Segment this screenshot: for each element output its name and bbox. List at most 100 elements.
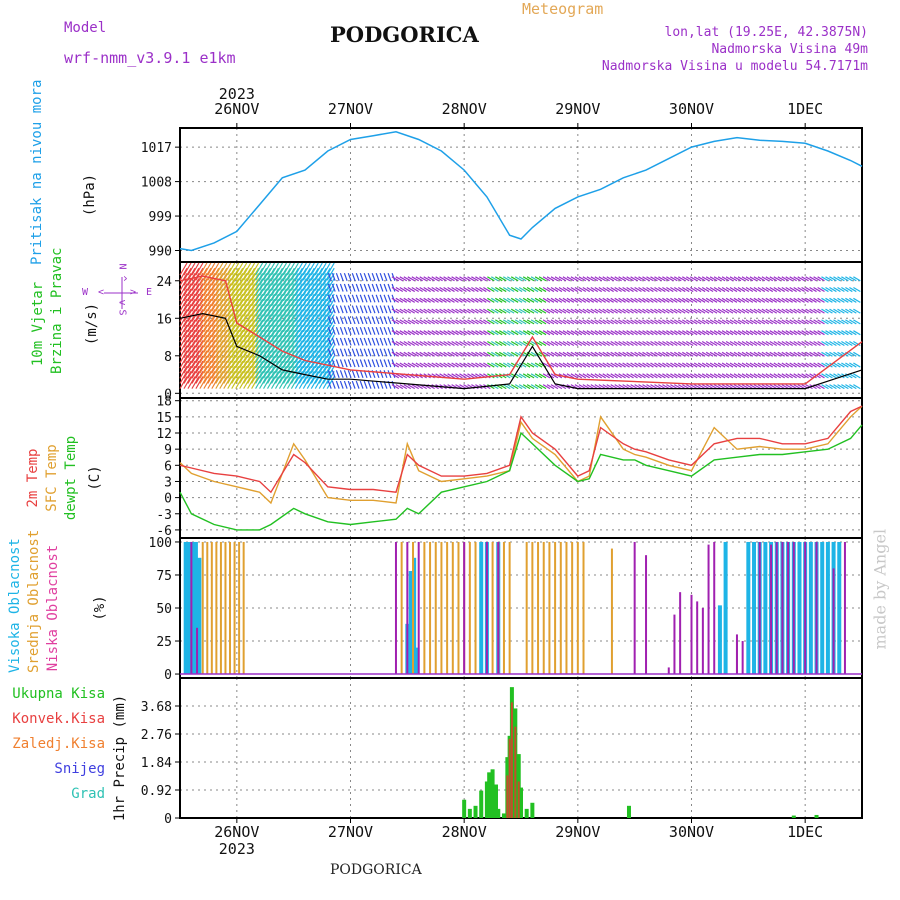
wind-barb — [841, 319, 849, 325]
wind-barb — [219, 283, 228, 297]
wind-barb — [255, 314, 264, 328]
wind-barb — [642, 308, 650, 314]
wind-barb — [753, 373, 762, 379]
wind-barb — [626, 362, 634, 368]
wind-barb — [459, 286, 467, 293]
wind-barb — [391, 330, 400, 336]
wind-barb — [223, 309, 232, 322]
wind-barb — [278, 267, 288, 281]
cloud-bar — [752, 541, 757, 675]
wind-barb — [251, 278, 260, 291]
wind-barb — [343, 348, 348, 357]
wind-barb — [235, 355, 244, 369]
wind-barb — [709, 286, 718, 293]
cloud-bar — [415, 647, 420, 675]
wind-barb — [367, 316, 372, 325]
wind-barb — [239, 355, 248, 369]
wind-barb — [622, 319, 630, 325]
wind-barb — [219, 303, 228, 317]
wind-barb — [274, 272, 284, 286]
wind-barb — [294, 309, 303, 322]
wind-barb — [355, 380, 360, 389]
wind-barb — [191, 355, 200, 369]
wind-barb — [455, 308, 463, 314]
wind-barb — [638, 319, 646, 325]
wind-barb — [813, 340, 821, 346]
wind-barb — [306, 288, 315, 302]
wind-barb — [705, 330, 714, 336]
wind-barb — [697, 330, 706, 336]
wind-barb — [638, 308, 646, 314]
wind-barb — [514, 384, 523, 390]
wind-barb — [326, 329, 335, 343]
cloud-bar — [548, 541, 551, 675]
wind-barb — [191, 329, 200, 343]
pressure-line — [179, 131, 863, 252]
wind-barb — [294, 365, 303, 379]
wind-barb — [395, 362, 404, 368]
wind-barb — [475, 319, 483, 325]
wind-barb — [550, 351, 559, 357]
wind-barb — [215, 314, 224, 328]
wind-barb — [207, 371, 216, 384]
wind-barb — [518, 286, 527, 293]
wind-barb — [419, 286, 427, 293]
wind-barb — [298, 350, 307, 364]
wind-barb — [251, 298, 260, 312]
wind-barb — [207, 345, 216, 358]
wind-barb — [306, 345, 315, 358]
wind-barb — [251, 267, 260, 281]
wind-barb — [286, 262, 295, 276]
wind-barb — [431, 362, 439, 368]
wind-barb — [829, 276, 837, 282]
wind-barb — [538, 319, 547, 325]
wind-barb — [298, 303, 307, 317]
wind-barb — [749, 330, 758, 336]
wind-barb — [467, 362, 475, 368]
wind-barb — [693, 362, 702, 368]
wind-barb — [243, 345, 252, 358]
wind-barb — [403, 351, 412, 357]
wind-barb — [809, 276, 817, 282]
wind-barb — [235, 365, 244, 379]
wind-barb — [310, 376, 319, 389]
wind-barb — [263, 309, 272, 322]
wind-barb — [318, 360, 327, 374]
wind-barb — [705, 297, 714, 303]
wind-barb — [399, 286, 408, 293]
wind-barb — [598, 276, 606, 282]
wind-barb — [550, 276, 559, 282]
wind-barb — [259, 267, 268, 281]
wind-barb — [239, 293, 248, 307]
wind-barb — [411, 351, 419, 357]
wind-barb — [439, 319, 447, 325]
wind-barb — [447, 351, 455, 357]
wind-barb — [713, 286, 722, 293]
wind-barb — [187, 355, 196, 369]
wind-barb — [191, 345, 200, 358]
cloud-bar — [190, 541, 193, 675]
wind-barb — [183, 370, 192, 384]
wind-barb — [554, 308, 563, 314]
cloud-bar — [502, 541, 505, 675]
wind-barb — [443, 308, 451, 314]
wind-barb — [219, 376, 228, 389]
y-tick-label: 24 — [156, 275, 172, 290]
wind-barb — [187, 334, 196, 348]
wind-barb — [598, 297, 606, 303]
wind-barb — [717, 384, 726, 390]
wind-barb — [674, 330, 682, 336]
wind-barb — [331, 359, 336, 368]
wind-barb — [199, 371, 208, 384]
wind-barb — [801, 276, 809, 282]
wind-barb — [231, 288, 240, 302]
wind-barb — [239, 272, 248, 286]
wind-barb — [805, 297, 813, 303]
cloud-bar — [723, 541, 728, 675]
wind-barb — [339, 283, 344, 292]
wind-barb — [179, 340, 188, 353]
wind-barb — [765, 297, 774, 303]
wind-barb — [423, 286, 431, 293]
wind-barb — [689, 330, 698, 336]
